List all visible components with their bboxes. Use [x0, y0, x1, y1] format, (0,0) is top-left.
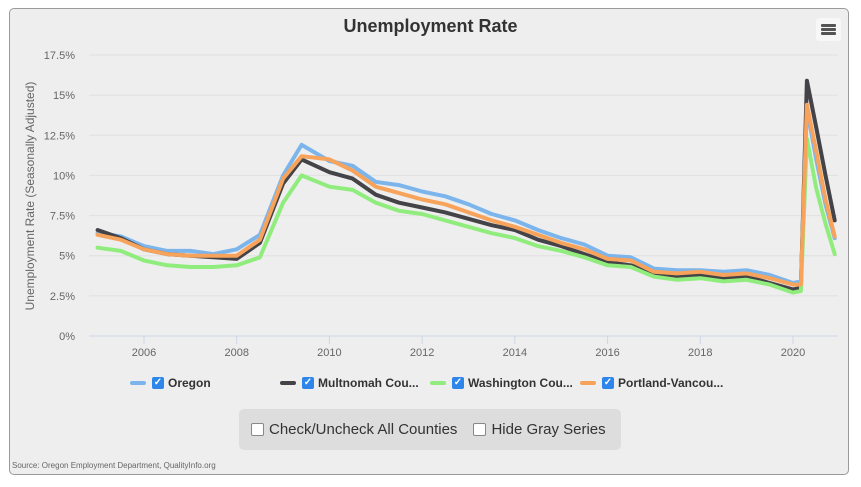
- legend-checkbox-checked-icon[interactable]: ✓: [302, 377, 314, 389]
- legend-checkbox-checked-icon[interactable]: ✓: [152, 377, 164, 389]
- y-tick-label: 17.5%: [44, 50, 75, 62]
- y-tick-label: 15%: [53, 90, 75, 102]
- legend-label: Portland-Vancou...: [618, 376, 724, 390]
- checkbox-unchecked-icon[interactable]: [251, 423, 264, 436]
- legend-checkbox-checked-icon[interactable]: ✓: [602, 377, 614, 389]
- source-credit: Source: Oregon Employment Department, Qu…: [12, 461, 216, 470]
- x-tick-label: 2006: [132, 347, 156, 359]
- hamburger-menu-icon-bar: [821, 32, 836, 35]
- chart-legend: ✓ Oregon ✓ Multnomah Cou... ✓ Washington…: [0, 373, 861, 393]
- x-tick-label: 2018: [688, 347, 712, 359]
- hide-gray-label: Hide Gray Series: [491, 421, 606, 438]
- x-tick-label: 2010: [317, 347, 341, 359]
- legend-label: Multnomah Cou...: [318, 376, 419, 390]
- legend-swatch: [580, 381, 596, 385]
- legend-swatch: [280, 381, 296, 385]
- check-all-label: Check/Uncheck All Counties: [269, 421, 458, 438]
- hamburger-menu-icon: [821, 24, 836, 27]
- series-line-oregon[interactable]: [95, 106, 837, 285]
- hide-gray-series-checkbox[interactable]: Hide Gray Series: [473, 421, 606, 438]
- legend-swatch: [130, 381, 146, 385]
- chart-controls-panel: Check/Uncheck All Counties Hide Gray Ser…: [239, 409, 621, 450]
- series-line-multnomah-county[interactable]: [95, 78, 837, 292]
- x-tick-label: 2008: [224, 347, 248, 359]
- y-tick-label: 5%: [59, 251, 75, 263]
- y-tick-label: 2.5%: [50, 291, 75, 303]
- hamburger-menu-icon-bar: [821, 28, 836, 31]
- x-tick-label: 2012: [410, 347, 434, 359]
- y-tick-label: 12.5%: [44, 130, 75, 142]
- y-axis-label: Unemployment Rate (Seasonally Adjusted): [23, 82, 37, 311]
- chart-title: Unemployment Rate: [343, 16, 518, 36]
- x-tick-label: 2016: [595, 347, 619, 359]
- x-tick-label: 2020: [781, 347, 805, 359]
- chart-container: [9, 8, 849, 475]
- legend-item-multnomah[interactable]: ✓ Multnomah Cou...: [280, 373, 419, 393]
- y-tick-label: 0%: [59, 331, 75, 343]
- legend-label: Washington Cou...: [468, 376, 573, 390]
- legend-swatch: [430, 381, 446, 385]
- legend-item-washington[interactable]: ✓ Washington Cou...: [430, 373, 573, 393]
- checkbox-unchecked-icon[interactable]: [473, 423, 487, 436]
- legend-item-oregon[interactable]: ✓ Oregon: [130, 373, 211, 393]
- series-line-portland-vancouver[interactable]: [95, 102, 837, 287]
- y-tick-label: 7.5%: [50, 211, 75, 223]
- series-line-washington-county[interactable]: [95, 136, 837, 295]
- legend-checkbox-checked-icon[interactable]: ✓: [452, 377, 464, 389]
- legend-label: Oregon: [168, 376, 211, 390]
- legend-item-portland-vancouver[interactable]: ✓ Portland-Vancou...: [580, 373, 723, 393]
- chart-menu-button[interactable]: [816, 18, 841, 41]
- x-tick-label: 2014: [503, 347, 527, 359]
- check-uncheck-all-counties-checkbox[interactable]: Check/Uncheck All Counties: [251, 421, 457, 438]
- y-tick-label: 10%: [53, 170, 75, 182]
